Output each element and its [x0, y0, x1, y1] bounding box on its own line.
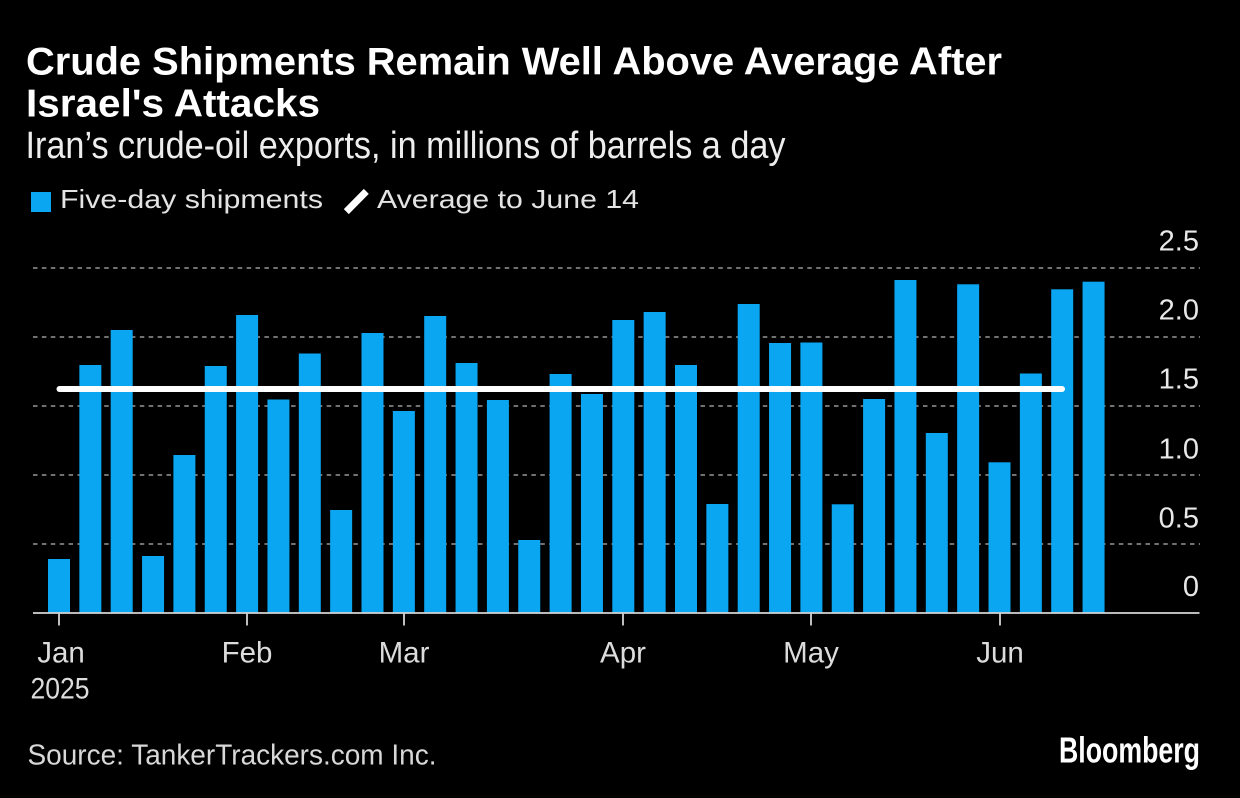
- svg-text:Feb: Feb: [222, 637, 273, 670]
- svg-text:2.5: 2.5: [1159, 226, 1199, 258]
- svg-text:Five-day shipments: Five-day shipments: [60, 184, 323, 214]
- svg-text:0.5: 0.5: [1159, 503, 1199, 535]
- svg-text:2.0: 2.0: [1159, 295, 1199, 327]
- svg-text:1.0: 1.0: [1159, 434, 1199, 466]
- svg-text:Mar: Mar: [379, 637, 430, 670]
- svg-text:2025: 2025: [31, 673, 90, 706]
- svg-text:Apr: Apr: [600, 637, 646, 670]
- svg-text:Israel's Attacks: Israel's Attacks: [26, 83, 320, 126]
- svg-text:Iran’s crude-oil exports, in m: Iran’s crude-oil exports, in millions of…: [26, 125, 786, 167]
- svg-text:Jan: Jan: [37, 637, 85, 670]
- svg-text:May: May: [783, 637, 839, 670]
- svg-text:Bloomberg: Bloomberg: [1059, 730, 1200, 771]
- svg-text:Source: TankerTrackers.com Inc: Source: TankerTrackers.com Inc.: [28, 740, 437, 772]
- svg-text:1.5: 1.5: [1159, 364, 1199, 396]
- svg-text:0: 0: [1183, 571, 1199, 603]
- svg-text:Average to June 14: Average to June 14: [377, 184, 639, 214]
- svg-text:Jun: Jun: [976, 637, 1024, 670]
- svg-text:Crude Shipments Remain Well Ab: Crude Shipments Remain Well Above Averag…: [26, 41, 1002, 84]
